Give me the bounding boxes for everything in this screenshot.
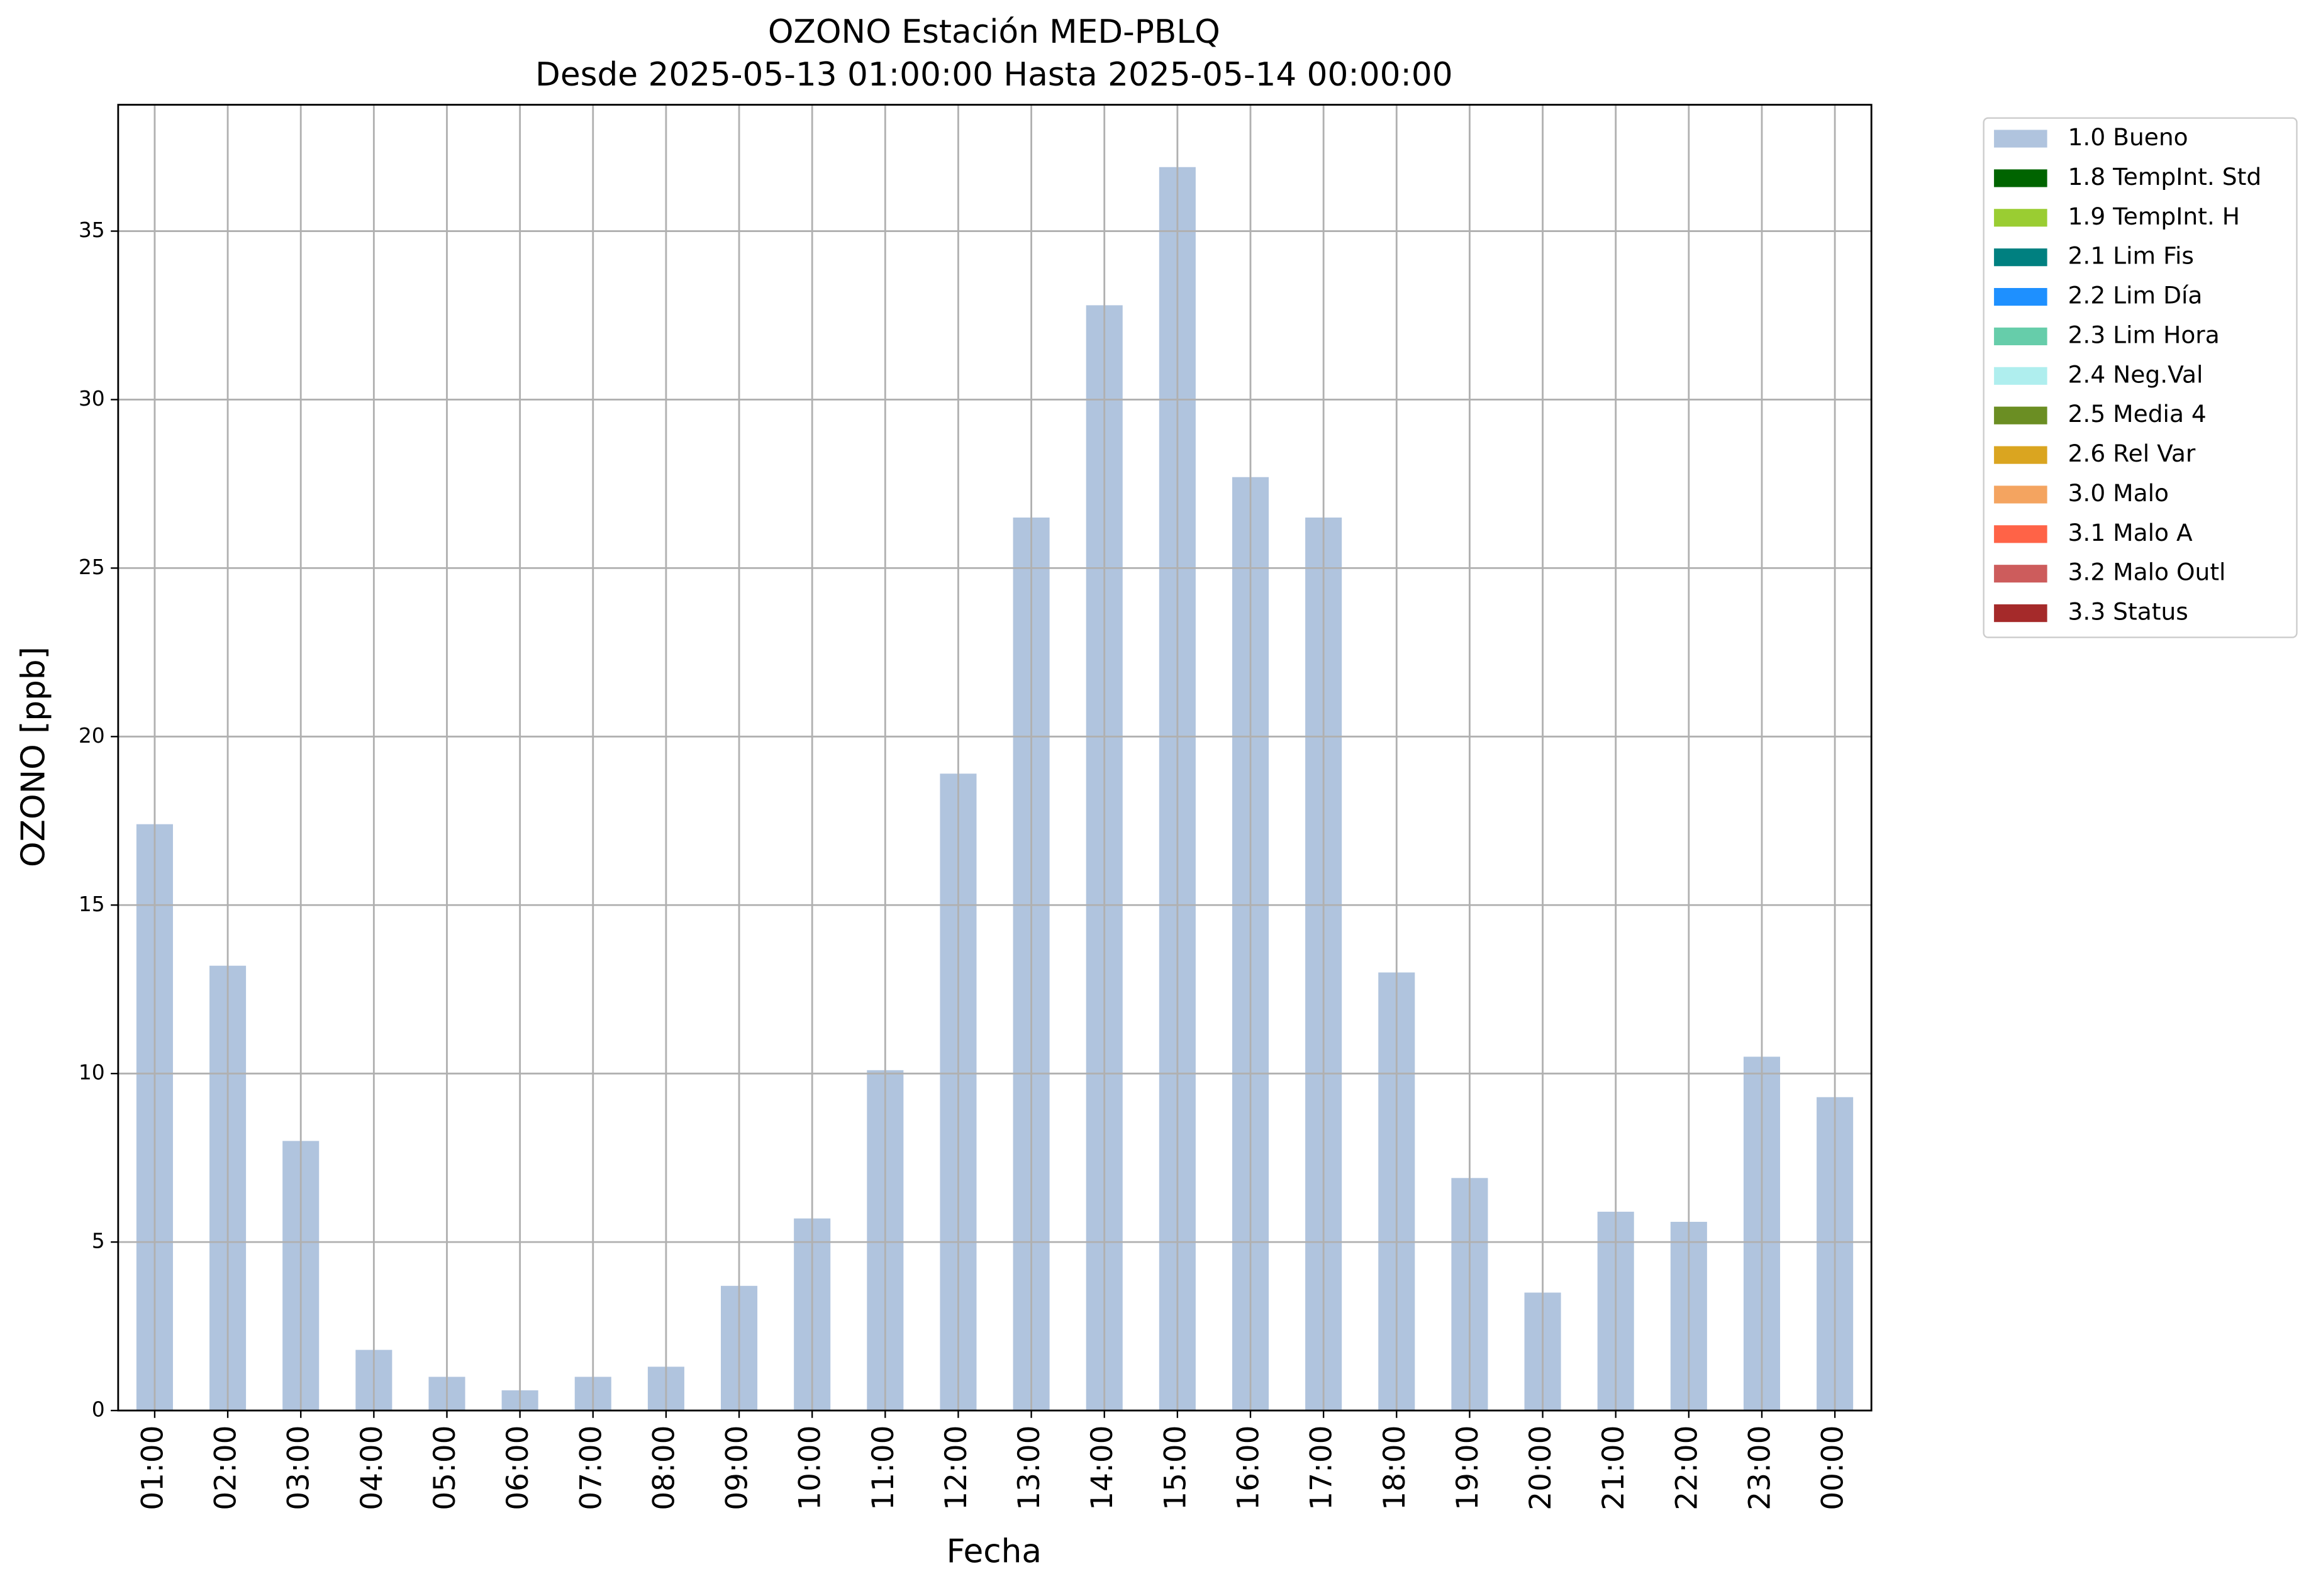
x-tick-label: 02:00 [209, 1426, 243, 1510]
x-tick-label: 20:00 [1523, 1426, 1558, 1510]
x-tick-label: 09:00 [720, 1426, 755, 1510]
legend-swatch [1994, 565, 2047, 583]
legend-label: 2.4 Neg.Val [2068, 360, 2203, 388]
legend-label: 3.0 Malo [2068, 479, 2169, 507]
legend-label: 2.6 Rel Var [2068, 440, 2196, 467]
x-tick-label: 06:00 [501, 1426, 535, 1510]
x-tick-label: 00:00 [1816, 1426, 1851, 1510]
x-tick-label: 10:00 [793, 1426, 828, 1510]
y-tick-label: 10 [79, 1060, 105, 1085]
x-tick-label: 14:00 [1085, 1426, 1120, 1510]
legend-swatch [1994, 209, 2047, 227]
x-tick-label: 23:00 [1742, 1426, 1777, 1510]
x-tick-label: 13:00 [1012, 1426, 1047, 1510]
y-tick-label: 35 [79, 218, 105, 242]
x-tick-label: 17:00 [1305, 1426, 1339, 1510]
x-tick-label: 11:00 [866, 1426, 901, 1510]
legend-label: 3.3 Status [2068, 598, 2188, 626]
y-tick-label: 20 [79, 723, 105, 748]
x-tick-label: 22:00 [1669, 1426, 1704, 1510]
chart-subtitle: Desde 2025-05-13 01:00:00 Hasta 2025-05-… [535, 56, 1453, 94]
y-tick-label: 25 [79, 555, 105, 579]
legend-label: 2.2 Lim Día [2068, 282, 2203, 309]
x-axis-label: Fecha [947, 1533, 1042, 1571]
x-tick-label: 15:00 [1158, 1426, 1193, 1510]
legend-label: 3.2 Malo Outl [2068, 558, 2226, 586]
legend-label: 1.8 TempInt. Std [2068, 163, 2262, 191]
legend-swatch [1994, 248, 2047, 267]
legend-label: 3.1 Malo A [2068, 519, 2193, 546]
x-tick-label: 03:00 [282, 1426, 316, 1510]
x-tick-label: 05:00 [428, 1426, 462, 1510]
x-tick-label: 19:00 [1450, 1426, 1485, 1510]
x-tick-label: 07:00 [574, 1426, 608, 1510]
y-tick-label: 15 [79, 892, 105, 916]
legend-swatch [1994, 446, 2047, 464]
legend-label: 1.9 TempInt. H [2068, 202, 2241, 230]
legend-label: 1.0 Bueno [2068, 123, 2188, 151]
x-tick-label: 04:00 [355, 1426, 389, 1510]
x-tick-label: 21:00 [1596, 1426, 1631, 1510]
legend-swatch [1994, 604, 2047, 623]
x-tick-label: 08:00 [647, 1426, 681, 1510]
legend-box [1983, 117, 2298, 638]
plot-frame [117, 104, 1873, 1412]
legend-swatch [1994, 485, 2047, 504]
y-tick-label: 5 [92, 1229, 105, 1253]
legend-swatch [1994, 169, 2047, 187]
legend-swatch [1994, 130, 2047, 148]
x-tick-label: 18:00 [1378, 1426, 1412, 1510]
y-tick-label: 30 [79, 386, 105, 411]
legend-swatch [1994, 525, 2047, 543]
x-tick-label: 01:00 [135, 1426, 170, 1510]
legend-swatch [1994, 406, 2047, 424]
legend-swatch [1994, 287, 2047, 306]
chart-title: OZONO Estación MED-PBLQ [768, 13, 1220, 51]
x-tick-label: 12:00 [939, 1426, 974, 1510]
y-tick-label: 0 [92, 1397, 105, 1422]
legend-label: 2.5 Media 4 [2068, 400, 2207, 428]
legend-label: 2.1 Lim Fis [2068, 242, 2194, 270]
legend-label: 2.3 Lim Hora [2068, 321, 2220, 348]
legend-swatch [1994, 367, 2047, 385]
x-tick-label: 16:00 [1231, 1426, 1266, 1510]
legend-swatch [1994, 327, 2047, 346]
y-axis-label: OZONO [ppb] [14, 646, 52, 867]
